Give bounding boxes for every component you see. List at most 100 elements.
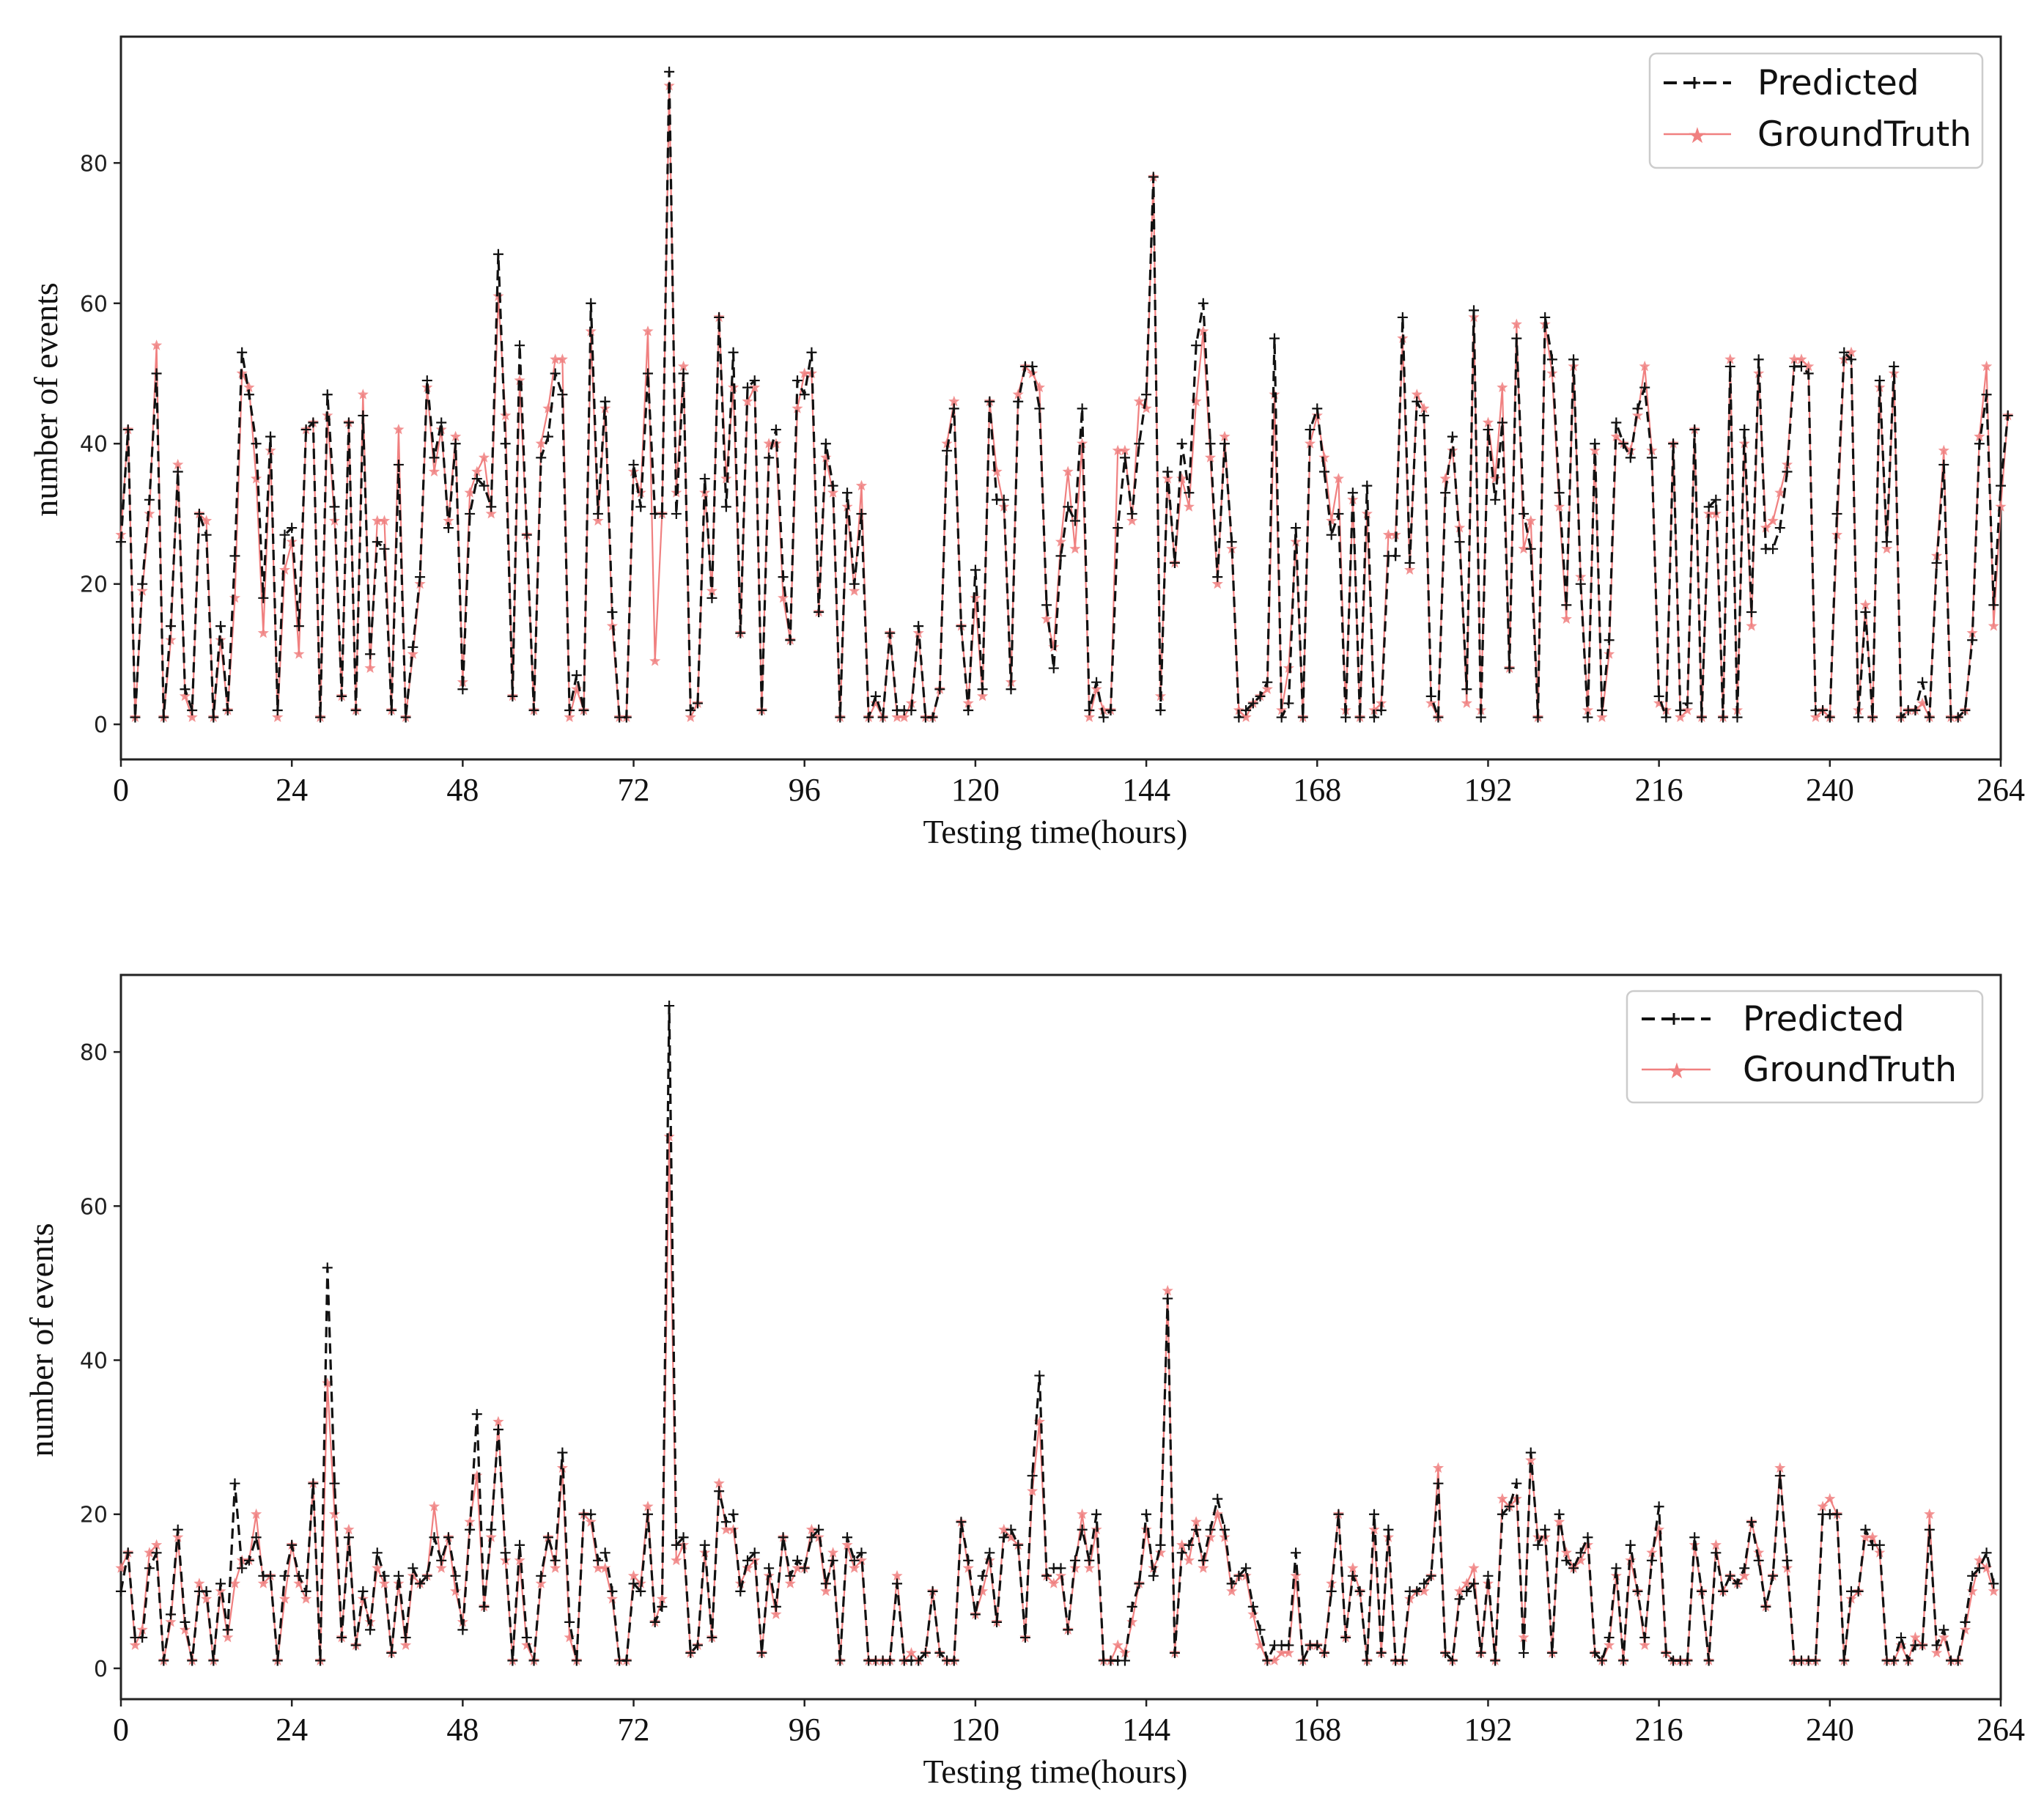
predicted-point	[564, 1616, 575, 1627]
predicted-point	[492, 1424, 503, 1435]
groundtruth-point	[564, 711, 575, 722]
groundtruth-point	[1140, 1523, 1152, 1535]
predicted-point	[1233, 1570, 1244, 1581]
predicted-point	[507, 691, 518, 702]
legend-box	[1648, 52, 1984, 169]
predicted-point	[1867, 712, 1878, 723]
predicted-point	[407, 1563, 418, 1574]
groundtruth-point	[1525, 515, 1537, 526]
groundtruth-point	[1283, 1646, 1294, 1658]
groundtruth-point	[1916, 697, 1928, 708]
groundtruth-point	[1254, 1639, 1266, 1650]
predicted-point	[158, 712, 169, 723]
predicted-point	[1354, 1586, 1365, 1597]
predicted-point	[1831, 508, 1842, 519]
predicted-point	[237, 347, 248, 358]
predicted-series	[116, 66, 2013, 723]
groundtruth-point	[592, 1562, 604, 1573]
predicted-point	[1461, 684, 1472, 695]
y-tick-label: 60	[80, 1194, 108, 1220]
groundtruth-point	[1219, 430, 1231, 442]
groundtruth-point	[1176, 1539, 1188, 1550]
predicted-point	[1546, 354, 1557, 365]
groundtruth-point	[606, 1593, 618, 1604]
groundtruth-point	[1204, 1531, 1217, 1542]
predicted-point	[1312, 403, 1323, 414]
predicted-point	[272, 704, 283, 715]
predicted-point	[1262, 1655, 1273, 1666]
predicted-point	[1746, 606, 1757, 617]
predicted-point	[1532, 1539, 1543, 1550]
predicted-point	[1511, 1478, 1522, 1489]
predicted-point	[144, 1563, 155, 1574]
groundtruth-point	[229, 1577, 241, 1588]
y-tick-label: 0	[94, 713, 108, 738]
predicted-point	[536, 1570, 547, 1581]
groundtruth-point	[478, 452, 490, 463]
predicted-point	[1126, 1601, 1137, 1612]
groundtruth-point	[1610, 430, 1622, 442]
groundtruth-point	[372, 1562, 383, 1573]
predicted-point	[1554, 487, 1565, 498]
predicted-point	[1191, 1524, 1202, 1535]
groundtruth-point	[1510, 318, 1522, 329]
groundtruth-point	[535, 1577, 547, 1588]
predicted-point	[699, 1539, 710, 1550]
predicted-point	[856, 508, 867, 519]
predicted-point	[1796, 361, 1807, 372]
groundtruth-point	[1938, 1631, 1949, 1643]
x-tick-label: 264	[1977, 1712, 2025, 1748]
predicted-point	[1262, 677, 1273, 688]
predicted-point	[692, 698, 703, 709]
groundtruth-point	[1425, 697, 1437, 708]
predicted-point	[1019, 1632, 1030, 1643]
groundtruth-point	[1468, 1562, 1480, 1573]
predicted-point	[913, 621, 924, 632]
predicted-point	[251, 438, 262, 449]
predicted-point	[1134, 438, 1145, 449]
predicted-point	[1903, 1655, 1914, 1666]
predicted-point	[1469, 1578, 1480, 1589]
predicted-series	[116, 1001, 1999, 1666]
predicted-point	[1055, 1563, 1066, 1574]
groundtruth-point	[1909, 1631, 1921, 1643]
predicted-point	[1732, 1578, 1743, 1589]
groundtruth-point	[1041, 613, 1052, 624]
groundtruth-point	[378, 515, 391, 526]
predicted-point	[208, 712, 219, 723]
predicted-point	[443, 523, 454, 534]
x-tick-label: 192	[1464, 772, 1512, 808]
groundtruth-point	[450, 430, 462, 442]
predicted-point	[1696, 1586, 1707, 1597]
chart-bottom: 0 20 40 60 80 0 24 48 72 96 120 144 168 192 216 240 264…	[23, 973, 2025, 1790]
groundtruth-point	[1554, 501, 1565, 512]
predicted-point	[365, 649, 376, 660]
groundtruth-point	[855, 479, 868, 491]
predicted-point	[1419, 1578, 1430, 1589]
predicted-point	[1340, 1632, 1351, 1643]
predicted-point	[1839, 1655, 1850, 1666]
groundtruth-point	[820, 452, 832, 463]
groundtruth-point	[899, 711, 910, 722]
predicted-point	[842, 487, 853, 498]
predicted-point	[1760, 1601, 1771, 1612]
predicted-point	[920, 1647, 931, 1658]
predicted-point	[293, 621, 304, 632]
predicted-point	[557, 1447, 568, 1458]
groundtruth-point	[151, 339, 163, 350]
groundtruth-point	[1867, 1531, 1878, 1542]
groundtruth-point	[129, 1639, 141, 1650]
predicted-point	[977, 684, 988, 695]
groundtruth-point	[550, 1562, 561, 1573]
legend-predicted-label: Predicted	[1757, 63, 1919, 103]
groundtruth-point	[1681, 704, 1694, 715]
predicted-point	[1376, 704, 1387, 715]
predicted-point	[1525, 543, 1536, 554]
predicted-point	[770, 424, 781, 435]
groundtruth-point	[827, 1547, 839, 1558]
predicted-point	[1162, 1293, 1173, 1304]
predicted-point	[471, 1409, 482, 1420]
predicted-point	[635, 1586, 646, 1597]
groundtruth-point	[1817, 1501, 1829, 1512]
groundtruth-point	[229, 592, 241, 603]
